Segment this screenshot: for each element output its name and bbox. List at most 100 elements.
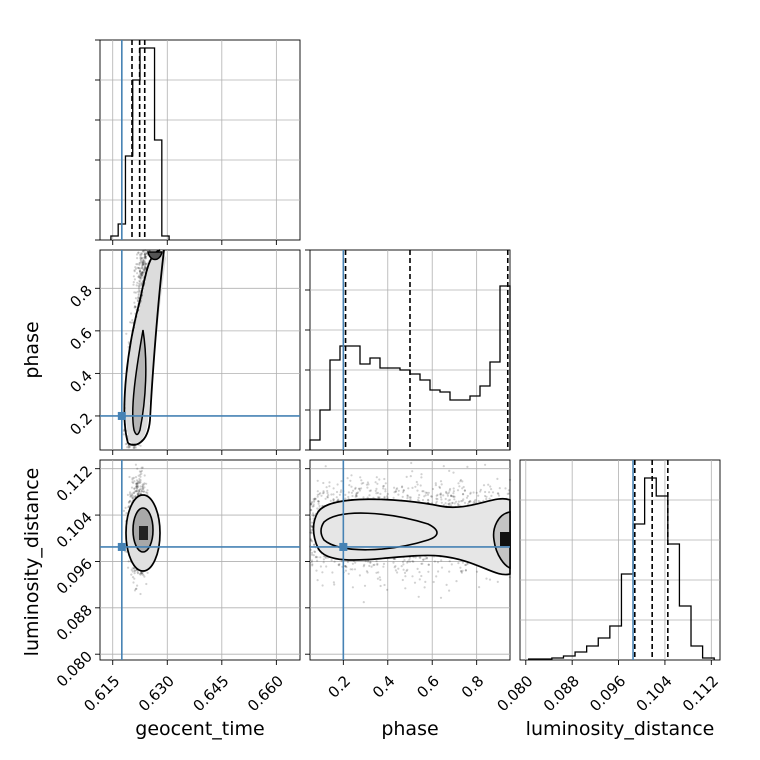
panel-phase-distance-sample-point: [395, 488, 398, 491]
panel-phase-distance-sample-point: [411, 575, 414, 578]
panel-phase-distance-sample-point: [316, 495, 319, 498]
panel-phase-distance-sample-point: [312, 503, 315, 506]
panel-time-distance-sample-point: [124, 506, 127, 509]
panel-phase-distance-sample-point: [431, 487, 435, 491]
panel-time-phase-sample-point: [144, 265, 147, 268]
panel-time-distance-sample-point: [135, 482, 138, 486]
panel-time-distance-sample-point: [131, 497, 135, 500]
panel-time-phase-sample-point: [136, 266, 139, 269]
panel-phase-distance-sample-point: [449, 494, 453, 498]
panel-phase-distance-sample-point: [406, 568, 409, 571]
panel-phase-distance-sample-point: [339, 491, 342, 494]
panel-phase-distance-sample-point: [393, 557, 396, 561]
panel-time-phase-sample-point: [133, 291, 136, 294]
panel-time-phase-sample-point: [144, 266, 147, 269]
panel-time-distance-sample-point: [133, 491, 136, 495]
panel-time-distance-sample-point: [127, 566, 130, 569]
panel-time-phase-sample-point: [133, 446, 136, 449]
panel-time-phase-sample-point: [141, 261, 144, 264]
panel-phase-distance-sample-point: [439, 493, 443, 496]
panel-time-distance-sample-point: [132, 481, 135, 485]
panel-phase-distance-sample-point: [442, 465, 445, 468]
panel-time-distance-sample-point: [141, 487, 144, 490]
panel-phase-distance-sample-point: [457, 562, 460, 565]
panel-phase-distance-sample-point: [362, 496, 365, 499]
panel-time-phase-sample-point: [139, 275, 142, 278]
panel-time-phase-sample-point: [133, 305, 136, 308]
panel-phase-distance-sample-point: [425, 491, 429, 494]
panel-time-phase-sample-point: [127, 445, 130, 448]
panel-time-phase-sample-point: [144, 263, 147, 267]
panel-phase-distance-sample-point: [448, 498, 451, 501]
panel-phase-distance-sample-point: [314, 556, 317, 559]
panel-time-distance-sample-point: [136, 485, 139, 489]
panel-time-distance-sample-point: [131, 477, 134, 480]
panel-phase-distance-sample-point: [312, 498, 315, 501]
panel-phase-distance-sample-point: [459, 478, 462, 482]
panel-phase-distance-sample-point: [448, 589, 451, 592]
panel-phase-distance-sample-point: [332, 498, 335, 501]
panel-phase-distance-sample-point: [410, 461, 413, 465]
panel-phase-distance-sample-point: [469, 492, 472, 495]
panel-phase-distance-sample-point: [444, 502, 447, 505]
panel-phase-distance-sample-point: [368, 489, 371, 492]
panel-phase-distance-sample-point: [322, 491, 325, 494]
panel-phase-distance-sample-point: [353, 568, 357, 571]
panel-phase-distance-sample-point: [394, 569, 397, 572]
panel-phase-distance-sample-point: [409, 498, 412, 501]
panel-phase-distance-sample-point: [358, 574, 361, 577]
panel-phase-distance-sample-point: [402, 563, 405, 566]
panel-time-phase-sample-point: [143, 253, 146, 256]
panel-time-phase-sample-point: [138, 291, 141, 294]
panel-phase-distance-sample-point: [462, 498, 465, 501]
panel-phase-distance-sample-point: [462, 493, 465, 496]
panel-time-phase-sample-point: [140, 276, 143, 279]
panel-phase-distance-sample-point: [465, 496, 469, 499]
panel-time-distance-sample-point: [142, 490, 145, 493]
panel-phase-distance-sample-point: [445, 490, 448, 493]
panel-phase-distance-sample-point: [352, 489, 355, 492]
panel-phase-distance-sample-point: [355, 492, 358, 495]
panel-time-distance-xtick-label: 0.645: [189, 672, 232, 715]
panel-phase-distance-sample-point: [310, 539, 313, 542]
panel-time-phase-sample-point: [137, 284, 140, 288]
panel-time-phase-truth-marker: [117, 411, 126, 420]
panel-time-distance-sample-point: [136, 467, 139, 470]
panel-phase-distance-sample-point: [479, 490, 482, 493]
panel-phase-distance-sample-point: [433, 560, 436, 563]
panel-time-distance-sample-point: [137, 572, 140, 575]
panel-time-phase-sample-point: [134, 266, 137, 269]
panel-phase-distance-sample-point: [396, 487, 399, 490]
panel-phase-distance-sample-point: [416, 567, 419, 571]
panel-phase-distance-sample-point: [313, 543, 316, 546]
panel-phase-distance-sample-point: [394, 490, 397, 493]
panel-phase-distance-sample-point: [406, 495, 409, 498]
panel-phase-distance-sample-point: [463, 489, 466, 492]
panel-phase-distance-sample-point: [322, 490, 325, 493]
panel-phase-distance-sample-point: [469, 500, 472, 503]
panel-phase-distance-sample-point: [427, 563, 430, 566]
panel-time-distance-sample-point: [127, 560, 130, 563]
panel-phase-distance-sample-point: [425, 557, 429, 560]
panel-phase-distance-sample-point: [310, 521, 313, 524]
panel-time-phase-sample-point: [138, 279, 141, 282]
panel-phase-distance-sample-point: [424, 557, 427, 560]
panel-phase-distance-sample-point: [309, 531, 312, 534]
panel-time-phase-sample-point: [130, 321, 133, 324]
panel-time-distance-sample-point: [139, 492, 143, 495]
panel-phase-distance-sample-point: [397, 567, 400, 570]
panel-phase-distance-sample-point: [496, 477, 499, 480]
panel-time-distance-sample-point: [133, 480, 136, 483]
panel-time-phase-sample-point: [140, 282, 143, 285]
panel-time-phase-sample-point: [136, 272, 139, 275]
panel-time-distance-sample-point: [136, 584, 139, 587]
panel-time-distance-sample-point: [136, 481, 139, 484]
panel-phase-distance-sample-point: [311, 563, 314, 566]
panel-time-distance-sample-point: [134, 463, 137, 466]
panel-phase-distance-sample-point: [368, 564, 371, 568]
panel-time-phase-sample-point: [128, 446, 131, 449]
panel-time-phase-sample-point: [129, 321, 132, 324]
panel-phase-distance-sample-point: [402, 489, 405, 492]
panel-phase-distance-sample-point: [335, 490, 339, 494]
panel-time-distance-sample-point: [137, 492, 140, 495]
